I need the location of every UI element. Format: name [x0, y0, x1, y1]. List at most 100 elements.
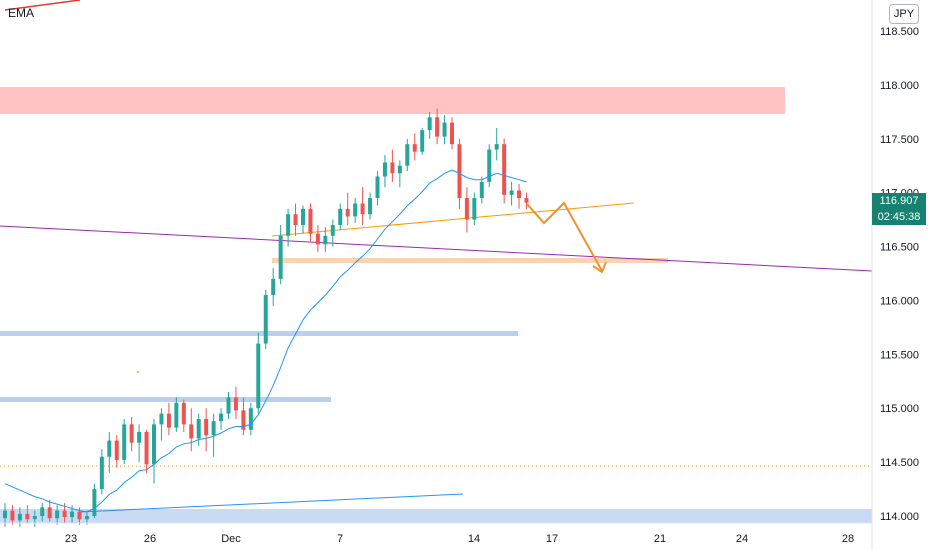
bullish-candle[interactable] — [472, 198, 477, 220]
bullish-candle[interactable] — [382, 162, 387, 177]
ema-line[interactable] — [4, 169, 527, 513]
bearish-candle[interactable] — [62, 510, 67, 518]
bearish-candle[interactable] — [189, 424, 194, 439]
bullish-candle[interactable] — [248, 408, 253, 430]
bullish-candle[interactable] — [494, 144, 499, 150]
bearish-candle[interactable] — [233, 397, 238, 411]
target-zone[interactable] — [272, 258, 668, 263]
current-price-tag: 116.907 — [872, 193, 926, 209]
bullish-candle[interactable] — [338, 208, 343, 225]
bullish-candle[interactable] — [174, 402, 179, 428]
bearish-candle[interactable] — [166, 413, 171, 428]
bullish-candle[interactable] — [226, 397, 231, 414]
blue-trendline[interactable] — [79, 493, 464, 513]
bearish-candle[interactable] — [360, 203, 365, 215]
projection-path[interactable] — [526, 201, 603, 272]
bullish-candle[interactable] — [427, 117, 432, 131]
bullish-candle[interactable] — [420, 130, 425, 152]
bullish-candle[interactable] — [353, 203, 358, 217]
bullish-candle[interactable] — [219, 413, 224, 422]
currency-badge[interactable]: JPY — [889, 4, 919, 24]
bullish-candle[interactable] — [263, 295, 268, 344]
bullish-candle[interactable] — [375, 176, 380, 199]
price-tick-label: 114.500 — [880, 457, 919, 469]
support-zone-bottom[interactable] — [0, 509, 872, 523]
time-axis[interactable]: 23 26 Dec 7 14 17 21 24 28 — [65, 533, 854, 545]
bullish-candle[interactable] — [301, 208, 305, 225]
bullish-candle[interactable] — [278, 235, 283, 279]
bearish-candle[interactable] — [524, 198, 529, 203]
bearish-candle[interactable] — [77, 511, 82, 520]
bearish-candle[interactable] — [129, 424, 134, 443]
bullish-candle[interactable] — [122, 424, 127, 460]
bullish-candle[interactable] — [159, 413, 164, 425]
bearish-candle[interactable] — [502, 144, 507, 195]
bullish-candle[interactable] — [509, 190, 514, 195]
bullish-candle[interactable] — [107, 440, 112, 457]
time-tick-label: 28 — [842, 533, 854, 545]
bearish-candle[interactable] — [204, 419, 209, 436]
bearish-candle[interactable] — [181, 402, 186, 425]
bullish-candle[interactable] — [92, 489, 97, 516]
resistance-zone[interactable] — [0, 87, 785, 114]
ema-indicator-label[interactable]: EMA — [8, 6, 35, 20]
bullish-candle[interactable] — [152, 424, 156, 465]
bearish-candle[interactable] — [47, 507, 52, 519]
bearish-candle[interactable] — [464, 198, 469, 220]
bullish-candle[interactable] — [55, 510, 60, 519]
support-zone-116[interactable] — [0, 331, 518, 336]
bearish-candle[interactable] — [390, 162, 395, 174]
price-tick-label: 118.500 — [880, 26, 919, 38]
bearish-candle[interactable] — [10, 510, 15, 521]
purple-trendline[interactable] — [0, 225, 873, 272]
bearish-candle[interactable] — [315, 233, 320, 245]
price-axis[interactable]: 118.500118.000117.500117.000116.500116.0… — [880, 26, 919, 523]
price-tick-label: 116.500 — [880, 242, 919, 254]
bearish-candle[interactable] — [144, 431, 149, 465]
stray-dot — [137, 371, 139, 373]
bullish-candle[interactable] — [442, 122, 447, 137]
bearish-candle[interactable] — [241, 410, 246, 430]
bullish-candle[interactable] — [256, 343, 261, 409]
price-tick-label: 115.500 — [880, 349, 919, 361]
bullish-candle[interactable] — [17, 513, 22, 521]
time-tick-label: Dec — [221, 533, 241, 545]
bullish-candle[interactable] — [196, 419, 201, 439]
price-tick-label: 117.500 — [880, 134, 919, 146]
bearish-candle[interactable] — [450, 122, 454, 145]
bullish-candle[interactable] — [286, 214, 291, 236]
time-tick-label: 21 — [654, 533, 666, 545]
bearish-candle[interactable] — [25, 513, 30, 520]
bearish-candle[interactable] — [457, 144, 462, 199]
bearish-candle[interactable] — [308, 208, 313, 234]
bearish-candle[interactable] — [345, 208, 350, 217]
bullish-candle[interactable] — [84, 516, 89, 520]
bearish-candle[interactable] — [293, 214, 298, 225]
bullish-candle[interactable] — [99, 456, 104, 490]
time-tick-label: 26 — [144, 533, 156, 545]
bullish-candle[interactable] — [271, 278, 276, 296]
bearish-candle[interactable] — [114, 440, 119, 460]
support-zone-115[interactable] — [0, 397, 331, 402]
bullish-candle[interactable] — [479, 181, 484, 199]
bearish-candle[interactable] — [435, 117, 440, 137]
bearish-candle[interactable] — [412, 144, 417, 152]
bullish-candle[interactable] — [32, 516, 37, 520]
bullish-candle[interactable] — [487, 149, 492, 182]
bullish-candle[interactable] — [70, 511, 75, 518]
bullish-candle[interactable] — [405, 144, 410, 166]
bullish-candle[interactable] — [137, 431, 142, 443]
bullish-candle[interactable] — [211, 421, 216, 436]
bearish-candle[interactable] — [517, 190, 522, 199]
time-tick-label: 7 — [337, 533, 343, 545]
candles-group — [3, 108, 529, 527]
bullish-candle[interactable] — [330, 225, 335, 236]
price-tick-label: 118.000 — [880, 80, 919, 92]
time-tick-label: 14 — [468, 533, 480, 545]
bullish-candle[interactable] — [397, 165, 402, 174]
bullish-candle[interactable] — [40, 507, 45, 516]
bullish-candle[interactable] — [323, 235, 328, 245]
bullish-candle[interactable] — [368, 198, 373, 215]
bullish-candle[interactable] — [3, 510, 7, 519]
